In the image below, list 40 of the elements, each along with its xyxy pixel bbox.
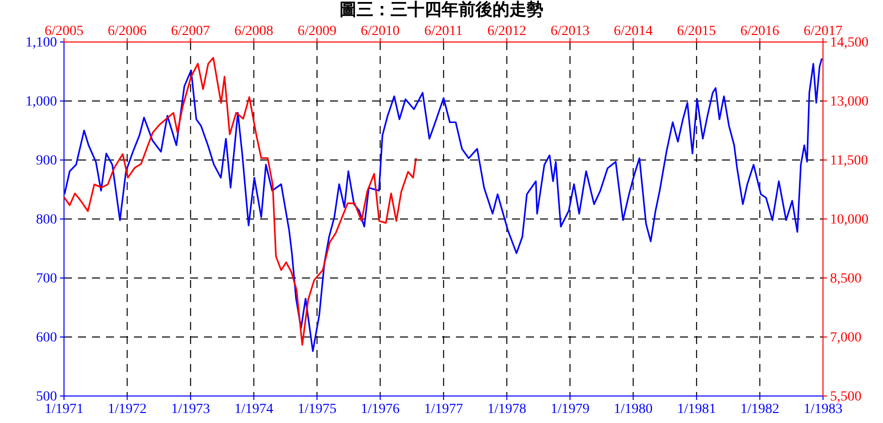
- y-tick-label: 800: [36, 212, 57, 228]
- chart-title: 圖三：三十四年前後的走勢: [340, 0, 544, 20]
- line-series: [63, 56, 417, 346]
- y-tick-label: 500: [36, 389, 57, 404]
- x-tick-label: 6/2011: [424, 24, 463, 39]
- x-tick-label: 6/2010: [360, 24, 400, 39]
- x-tick-label: 6/2009: [298, 24, 336, 39]
- x-tick-label: 1/1978: [487, 402, 526, 417]
- x-tick-label: 6/2016: [740, 24, 780, 39]
- y-tick-label: 14,500: [830, 35, 868, 50]
- y-tick-label: 1,100: [26, 35, 57, 50]
- x-tick-label: 1/1972: [108, 402, 147, 417]
- y-tick-label: 8,500: [830, 271, 862, 286]
- y-tick-label: 7,000: [830, 330, 862, 346]
- x-tick-label: 1/1973: [171, 402, 210, 417]
- x-tick-label: 1/1983: [804, 402, 842, 417]
- x-tick-label: 6/2012: [487, 24, 526, 39]
- x-tick-label: 6/2015: [676, 24, 716, 39]
- y-tick-label: 5,500: [830, 389, 862, 404]
- x-tick-label: 1/1979: [550, 402, 590, 417]
- y-tick-label: 13,000: [830, 94, 868, 110]
- x-tick-label: 1/1981: [677, 402, 716, 417]
- y-tick-label: 900: [36, 153, 57, 168]
- x-tick-label: 1/1980: [614, 402, 653, 417]
- y-tick-label: 600: [36, 330, 57, 346]
- x-tick-label: 6/2013: [550, 24, 590, 39]
- x-tick-label: 6/2006: [108, 24, 147, 39]
- x-tick-label: 1/1971: [44, 402, 84, 417]
- y-tick-label: 11,500: [830, 153, 868, 168]
- x-tick-label: 1/1975: [298, 402, 336, 417]
- x-tick-label: 6/2008: [234, 24, 274, 39]
- x-tick-label: 1/1977: [424, 402, 464, 417]
- x-tick-label: 6/2007: [170, 24, 210, 39]
- x-tick-label: 1/1976: [360, 402, 400, 417]
- y-tick-label: 700: [36, 271, 57, 286]
- y-tick-label: 10,000: [830, 212, 868, 228]
- x-tick-label: 1/1974: [234, 402, 274, 417]
- y-tick-label: 1,000: [26, 94, 57, 110]
- x-tick-label: 6/2014: [614, 24, 653, 39]
- x-tick-label: 1/1982: [740, 402, 780, 417]
